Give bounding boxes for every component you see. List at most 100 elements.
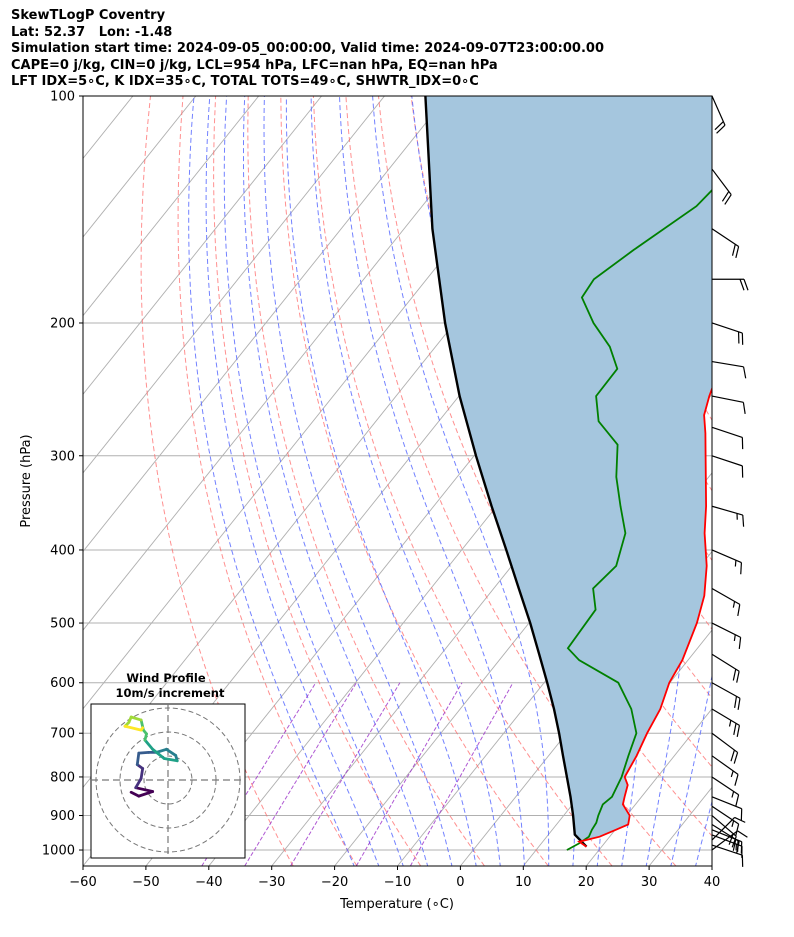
isotherm-line (83, 96, 385, 474)
y-tick-label: 700 (50, 727, 75, 742)
wind-barb (711, 708, 741, 738)
parcel-profile-line (424, 96, 588, 848)
cin-shading (425, 96, 712, 847)
wind-barb (711, 823, 740, 854)
hodograph-trace-segment (134, 777, 143, 790)
temperature-line (577, 386, 712, 848)
wind-barb (711, 168, 732, 205)
cape-cin-shading (425, 96, 712, 847)
hodograph-trace-segment (162, 757, 179, 763)
wind-barb (711, 426, 744, 450)
title-line-station: SkewTLogP Coventry (11, 8, 166, 23)
wind-barb (712, 278, 749, 291)
mixing-ratio-line (201, 682, 317, 866)
wind-barb (711, 360, 747, 379)
isotherm-line (83, 96, 260, 317)
hodograph-trace-segment (123, 724, 143, 732)
wind-barb (711, 776, 740, 807)
wind-barb (711, 815, 737, 848)
mixing-ratio-line (409, 682, 514, 866)
x-tick-label: −30 (258, 875, 285, 890)
hodograph-trace-segment (165, 747, 178, 757)
dry-adiabat (770, 96, 794, 866)
wind-barb (711, 455, 744, 478)
moist-adiabat (243, 96, 429, 866)
x-tick-label: 20 (578, 875, 595, 890)
x-tick-label: −40 (195, 875, 222, 890)
y-tick-label: 900 (50, 809, 75, 824)
y-axis: 100 200 300 400 500 600 700 800 900 1000 (42, 90, 83, 859)
mixing-ratio-line (244, 682, 357, 866)
mixing-ratio-line (355, 682, 463, 866)
hodograph-trace-segment (137, 750, 151, 755)
isotherm-line (711, 865, 712, 866)
x-tick-label: 30 (641, 875, 658, 890)
wind-barb (711, 588, 741, 617)
x-axis: −60 −50 −40 −30 −20 −10 0 10 20 30 40 (69, 866, 720, 890)
wind-barb (711, 322, 744, 345)
wind-barbs (711, 95, 749, 867)
x-tick-label: 10 (515, 875, 532, 890)
moist-adiabat (223, 96, 404, 866)
y-tick-label: 600 (50, 676, 75, 691)
title-line-cape: CAPE=0 j/kg, CIN=0 j/kg, LCL=954 hPa, LF… (11, 57, 498, 73)
moist-adiabat (310, 96, 501, 866)
dry-adiabat (280, 96, 549, 866)
moist-adiabat (588, 96, 691, 866)
wind-barb (711, 653, 740, 683)
hodograph-trace-segment (129, 790, 141, 798)
isotherm-line (83, 96, 322, 395)
isotherm-line (83, 96, 511, 631)
hodograph-trace-segment (134, 786, 155, 793)
wind-barb (711, 549, 743, 575)
hodograph-title: Wind Profile (126, 671, 206, 685)
dewpoint-line (566, 188, 712, 851)
y-tick-label: 100 (50, 90, 75, 105)
hodograph-trace-segment (135, 751, 141, 767)
moist-adiabat (263, 96, 453, 866)
x-tick-label: 0 (456, 875, 464, 890)
x-tick-label: −10 (384, 875, 411, 890)
y-axis-label: Pressure (hPa) (19, 434, 34, 527)
wind-barb (711, 505, 745, 527)
wind-barb (711, 755, 739, 786)
x-tick-label: −50 (132, 875, 159, 890)
x-axis-label: Temperature (∘C) (339, 897, 454, 912)
dry-adiabat (140, 96, 294, 866)
hodograph-trace-segment (143, 738, 155, 751)
y-tick-label: 500 (50, 617, 75, 632)
wind-barb (711, 796, 743, 821)
dry-adiabat (247, 96, 485, 866)
profile-layer (424, 96, 712, 851)
moist-adiabat (205, 96, 380, 866)
dry-adiabat (177, 96, 358, 866)
hodograph-trace-segment (139, 726, 145, 732)
isotherm-line (83, 96, 448, 553)
moist-adiabat (188, 96, 355, 866)
hodograph-trace-segment (155, 747, 168, 754)
isotherm-line (585, 708, 712, 866)
wind-barb (711, 805, 740, 836)
dry-adiabat (213, 96, 422, 866)
chart-title-block: SkewTLogP Coventry Lat: 52.37 Lon: -1.48… (11, 8, 604, 91)
x-tick-label: −20 (321, 875, 348, 890)
hodograph-inset: Wind Profile 10m/s increment (90, 671, 246, 859)
title-line-latlon: Lat: 52.37 Lon: -1.48 (11, 24, 173, 40)
y-tick-label: 300 (50, 449, 75, 464)
dry-adiabat (703, 96, 712, 118)
y-tick-label: 200 (50, 316, 75, 331)
hodograph-subtitle: 10m/s increment (116, 686, 225, 700)
mixing-ratio-line (290, 682, 401, 866)
x-tick-label: −60 (69, 875, 96, 890)
isotherm-line (83, 96, 197, 238)
x-tick-label: 40 (704, 875, 721, 890)
dry-adiabat (312, 96, 613, 866)
hodograph-trace-segment (151, 747, 166, 760)
hodograph-trace-segment (139, 767, 145, 780)
hodograph-trace-segment (129, 715, 143, 722)
dry-adiabat (737, 96, 794, 866)
title-line-indices: LFT IDX=5∘C, K IDX=35∘C, TOTAL TOTS=49∘C… (11, 74, 479, 89)
y-tick-label: 1000 (42, 844, 75, 859)
dry-adiabat (345, 96, 677, 866)
